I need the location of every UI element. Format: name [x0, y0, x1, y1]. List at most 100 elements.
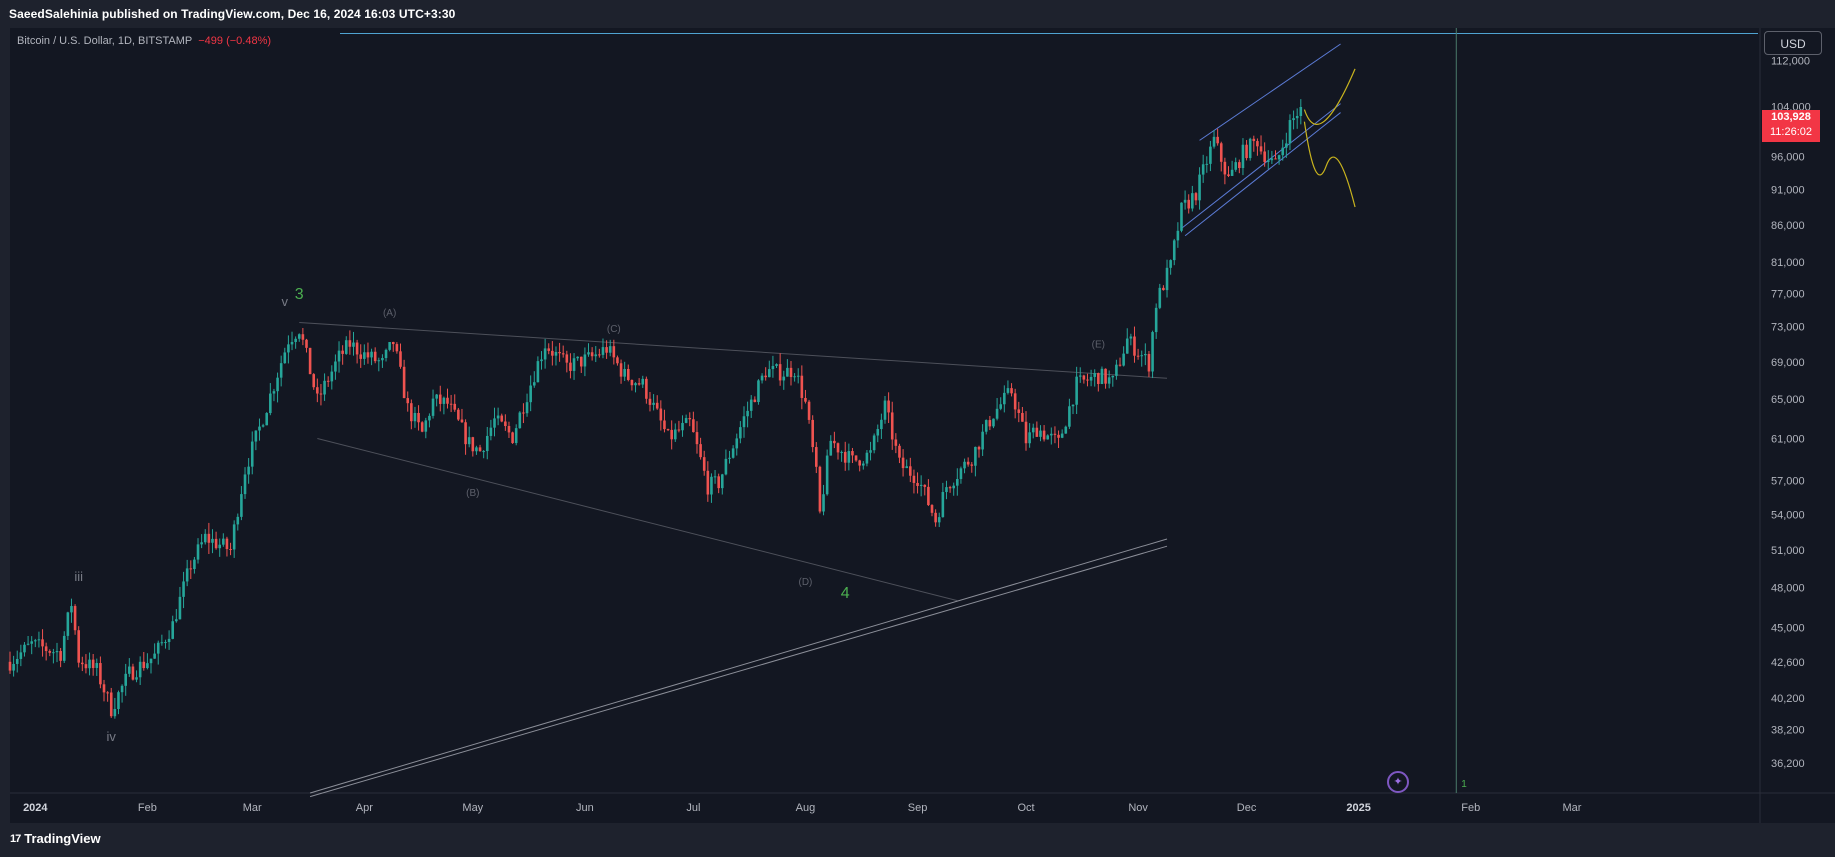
- wave-label-3: 3: [295, 286, 304, 303]
- candle-body: [1270, 158, 1274, 161]
- candle-body: [70, 606, 73, 613]
- candle-body: [710, 476, 713, 495]
- candle-body: [507, 426, 511, 433]
- candle-body: [1205, 163, 1209, 165]
- tradingview-logo[interactable]: 17 TradingView: [10, 831, 101, 846]
- candle-body: [1075, 376, 1078, 405]
- candle-body: [222, 538, 225, 545]
- candle-body: [796, 375, 800, 377]
- candle-body: [1285, 143, 1288, 148]
- candle-body: [37, 639, 41, 641]
- time-tick-label: 2025: [1346, 802, 1370, 814]
- candle-body: [214, 538, 218, 549]
- candle-body: [193, 559, 196, 570]
- price-tick-label: 48,000: [1771, 583, 1805, 595]
- candle-body: [561, 353, 565, 355]
- candle-body: [641, 378, 645, 385]
- candle-body: [373, 351, 377, 362]
- candle-body: [196, 544, 200, 560]
- candle-body: [970, 464, 974, 466]
- candle-body: [52, 652, 55, 654]
- candle-body: [800, 375, 804, 398]
- candle-body: [815, 447, 818, 467]
- candle-body: [579, 356, 583, 367]
- candle-body: [742, 416, 746, 428]
- candle-body: [1144, 353, 1147, 356]
- candle-body: [457, 409, 460, 420]
- candle-body: [739, 427, 742, 439]
- candle-body: [442, 397, 446, 404]
- candle-body: [1230, 169, 1234, 176]
- candle-body: [1060, 433, 1064, 438]
- candle-body: [232, 524, 236, 550]
- candle-body: [659, 408, 663, 421]
- candle-body: [1212, 136, 1216, 147]
- candle-body: [681, 422, 684, 431]
- candle-body: [1263, 151, 1266, 162]
- candle-body: [276, 377, 279, 392]
- price-tick-label: 69,000: [1771, 357, 1805, 369]
- publish-header: [0, 0, 1835, 28]
- candle-body: [1028, 432, 1031, 444]
- candle-body: [598, 354, 601, 356]
- candle-body: [391, 342, 395, 345]
- candle-body: [189, 568, 193, 570]
- candle-body: [851, 451, 854, 456]
- candle-body: [1281, 147, 1285, 156]
- price-tick-label: 51,000: [1771, 545, 1805, 557]
- candle-body: [645, 378, 648, 399]
- candle-body: [23, 644, 26, 653]
- candle-body: [923, 484, 927, 487]
- candle-body: [1245, 144, 1248, 159]
- candle-body: [200, 542, 203, 545]
- ai-star-icon[interactable]: ✦: [1387, 771, 1409, 793]
- candle-body: [767, 369, 771, 378]
- candle-body: [937, 517, 941, 523]
- currency-button[interactable]: USD: [1764, 31, 1822, 55]
- candle-body: [760, 375, 764, 381]
- candle-body: [1183, 199, 1187, 203]
- candle-body: [471, 437, 475, 452]
- candle-body: [909, 466, 912, 476]
- candle-body: [489, 427, 493, 436]
- candle-body: [337, 350, 341, 362]
- candle-body: [804, 397, 807, 402]
- candle-body: [482, 451, 485, 453]
- candle-body: [876, 429, 880, 436]
- candle-body: [99, 663, 102, 685]
- price-tick-label: 112,000: [1771, 55, 1810, 67]
- candle-body: [847, 451, 851, 463]
- candle-body: [8, 661, 12, 671]
- candle-body: [62, 635, 66, 661]
- bar-count-marker: 1: [1461, 779, 1467, 790]
- candle-body: [590, 352, 594, 357]
- candle-body: [1097, 373, 1100, 384]
- time-axis-ticks: 2024 Feb Mar Apr May Jun Jul Aug Sep Oct Nov Dec 202…: [23, 802, 1582, 814]
- candle-body: [171, 621, 175, 639]
- candle-body: [836, 443, 840, 453]
- candle-body: [344, 340, 348, 354]
- candle-body: [1147, 353, 1151, 372]
- candle-body: [1154, 307, 1158, 333]
- candle-body: [612, 346, 616, 358]
- tradingview-logo-mark: 17: [10, 832, 21, 845]
- candle-body: [786, 367, 789, 377]
- candle-body: [572, 358, 576, 371]
- candle-body: [778, 364, 782, 381]
- candle-body: [532, 382, 536, 386]
- price-tick-label: 38,200: [1771, 725, 1805, 737]
- candle-body: [464, 422, 467, 445]
- candle-body: [992, 418, 995, 427]
- symbol-legend[interactable]: Bitcoin / U.S. Dollar, 1D, BITSTAMP −499 …: [17, 35, 271, 47]
- time-tick-label: Mar: [1563, 802, 1582, 814]
- candle-body: [825, 455, 829, 495]
- candle-body: [128, 666, 131, 674]
- triangle-lower-line: [317, 437, 958, 602]
- candle-body: [1071, 404, 1075, 407]
- candle-body: [547, 348, 551, 351]
- candle-body: [883, 400, 887, 420]
- price-tick-label: 73,000: [1771, 322, 1805, 334]
- candle-body: [207, 533, 211, 543]
- candle-body: [977, 446, 981, 450]
